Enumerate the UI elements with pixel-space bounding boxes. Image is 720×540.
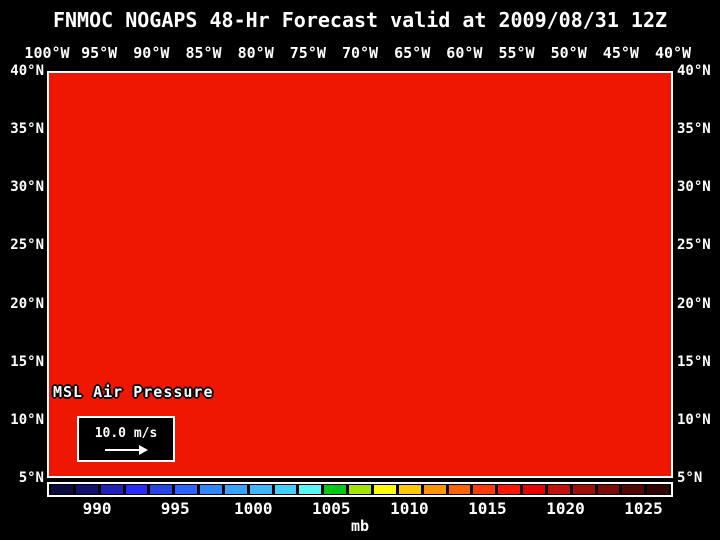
lat-label: 15°N [10,353,44,370]
colorbar-segment [373,485,396,494]
colorbar-tick: 1010 [390,499,429,518]
colorbar-segment [100,485,123,494]
lat-label: 30°N [677,179,711,196]
page-title: FNMOC NOGAPS 48-Hr Forecast valid at 200… [52,8,668,32]
lat-label: 25°N [677,237,711,254]
colorbar-segment [249,485,272,494]
colorbar-segment [498,485,521,494]
colorbar-segment [547,485,570,494]
wind-scale-legend: 10.0 m/s [77,416,175,462]
colorbar-segment [423,485,446,494]
lon-label: 100°W [24,44,70,62]
lon-label: 90°W [133,44,170,62]
lon-label: 60°W [446,44,483,62]
colorbar-segment [200,485,222,494]
colorbar-segment [75,485,98,494]
colorbar-tick: 1025 [624,499,663,518]
colorbar-segment [597,485,620,494]
colorbar-segment [175,485,198,494]
lat-label: 35°N [10,121,44,138]
colorbar-segment [622,485,645,494]
colorbar-unit: mb [350,517,370,535]
colorbar-segment [572,485,595,494]
wind-scale-arrow [105,449,139,451]
lon-label: 40°W [654,44,692,62]
lat-label: 40°N [10,63,44,79]
colorbar-segment [473,485,496,494]
colorbar-segment [448,485,471,494]
lon-label: 45°W [602,44,639,62]
lon-label: 95°W [81,44,118,62]
lat-label: 25°N [10,237,44,254]
colorbar-segment [324,485,347,494]
wind-scale-arrowhead-icon [139,445,148,455]
pressure-map: MSL Air Pressure 10.0 m/s [47,71,673,478]
colorbar-segment [51,485,73,494]
lon-label: 55°W [498,44,535,62]
wind-scale-value: 10.0 m/s [94,426,158,441]
map-border [47,71,673,478]
lon-label: 50°W [550,44,587,62]
lat-label: 30°N [10,179,44,196]
lat-label: 15°N [677,353,711,370]
colorbar-tick: 990 [82,499,112,518]
colorbar-tick: 1005 [312,499,351,518]
lat-label: 40°N [677,63,711,79]
lat-label: 10°N [677,411,711,428]
lat-label: 20°N [677,295,711,312]
colorbar-segment [647,485,670,494]
lon-label: 75°W [289,44,326,62]
colorbar-tick: 1000 [233,499,273,518]
colorbar-segment [398,485,421,494]
lat-label: 5°N [677,469,703,486]
lat-label: 10°N [10,411,44,428]
colorbar-segment [274,485,297,494]
colorbar-segment [523,485,545,494]
colorbar-segment [349,485,371,494]
lon-label: 85°W [185,44,222,62]
colorbar-tick: 1020 [546,499,585,518]
field-label: MSL Air Pressure [53,383,214,401]
colorbar-tick: 995 [160,499,190,518]
colorbar-segment [125,485,148,494]
colorbar-segment [224,485,247,494]
colorbar-segment [150,485,173,494]
lat-label: 20°N [10,295,44,312]
lon-label: 80°W [237,44,274,62]
lat-label: 5°N [18,469,44,486]
colorbar [47,482,673,497]
colorbar-segment [299,485,322,494]
lon-label: 65°W [394,44,431,62]
lon-label: 70°W [341,44,379,62]
lat-label: 35°N [677,121,711,138]
pressure-field-svg [47,71,673,478]
colorbar-tick: 1015 [468,499,507,518]
